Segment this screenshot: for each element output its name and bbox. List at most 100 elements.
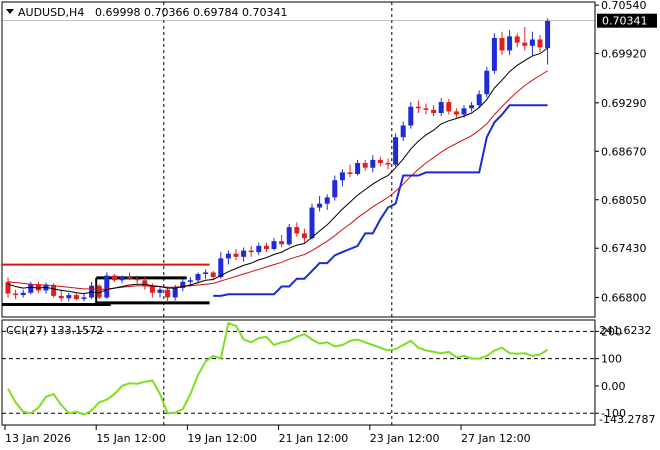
candle-body: [248, 250, 254, 253]
dropdown-triangle-icon[interactable]: [6, 9, 14, 14]
price-panel: 0.70540 0.69920 0.69290 0.68670 0.68050 0.674…: [1, 0, 657, 318]
ma-slow-line: [7, 70, 548, 291]
candle-body: [66, 295, 72, 299]
candle-body: [263, 245, 269, 249]
candle-body: [423, 108, 429, 110]
candle-body: [225, 253, 231, 259]
candle-body: [180, 281, 186, 289]
candle-body: [377, 159, 383, 164]
candle-body: [294, 227, 300, 234]
candle-body: [51, 284, 57, 296]
cci-tick-label: 100: [601, 353, 622, 366]
candle-body: [28, 284, 34, 293]
candle-body: [256, 245, 262, 253]
candle-body: [172, 288, 178, 298]
candle-body: [393, 137, 399, 165]
candle-body: [309, 207, 315, 239]
candle-body: [301, 233, 307, 239]
candle-body: [476, 94, 482, 106]
candle-body: [461, 108, 467, 115]
price-tick-label: 0.69290: [601, 97, 647, 110]
candle-body: [370, 159, 376, 168]
candle-body: [446, 102, 452, 112]
candle-body: [453, 111, 459, 115]
candle-body: [157, 289, 163, 293]
price-tick-label: 0.68670: [601, 145, 647, 158]
trailing-stop-line: [213, 104, 548, 297]
candle-body: [537, 39, 543, 48]
ma-fast-line: [7, 47, 548, 295]
candle-body: [339, 172, 345, 181]
candle-body: [13, 293, 19, 296]
candle-body: [134, 278, 140, 281]
candle-body: [408, 106, 414, 126]
price-tick-label: 0.68050: [601, 194, 647, 207]
price-tick-label: 0.67430: [601, 242, 647, 255]
candle-body: [438, 102, 444, 113]
cci-tick-label: -100: [601, 407, 626, 420]
candle-body: [195, 274, 201, 281]
candle-body: [545, 20, 551, 49]
cci-tick-label: 200: [601, 325, 622, 338]
time-tick-label: 13 Jan 2026: [5, 432, 71, 445]
candle-body: [362, 163, 368, 168]
candle-body: [210, 272, 216, 278]
svg-text:0.70341: 0.70341: [602, 15, 648, 28]
candle-body: [119, 277, 125, 281]
candle-body: [324, 197, 330, 204]
candle-body: [332, 180, 338, 198]
candle-body: [286, 227, 292, 245]
candle-body: [529, 39, 535, 46]
candle-body: [522, 42, 528, 46]
candle-body: [484, 70, 490, 95]
candle-body: [400, 125, 406, 138]
time-tick-label: 15 Jan 12:00: [96, 432, 166, 445]
candle-body: [415, 106, 421, 109]
candle-body: [469, 105, 475, 109]
candle-body: [81, 297, 87, 300]
candle-body: [58, 295, 64, 299]
cci-max-label: 241.6232: [599, 324, 652, 337]
candle-body: [35, 284, 41, 291]
candle-body: [355, 163, 361, 174]
price-tick-label: 0.70540: [601, 0, 647, 12]
candle-body: [187, 280, 193, 282]
candle-body: [104, 275, 110, 298]
candle-body: [279, 241, 285, 245]
candle-body: [218, 258, 224, 278]
candle-body: [317, 203, 323, 208]
cci-panel: 200 100 0.00 -100 CCI(27) 133.1572 241.6232…: [1, 319, 655, 426]
candle-body: [203, 272, 209, 275]
candle-body: [20, 292, 26, 296]
candle-body: [96, 285, 102, 298]
candle-body: [165, 289, 171, 298]
time-axis: 13 Jan 2026 15 Jan 12:00 19 Jan 12:00 21 Ja…: [4, 425, 531, 445]
time-tick-label: 21 Jan 12:00: [279, 432, 349, 445]
cci-label: CCI(27) 133.1572: [6, 324, 103, 337]
candle-body: [127, 277, 133, 279]
candle-body: [514, 36, 520, 43]
candle-body: [347, 172, 353, 174]
cci-tick-label: 0.00: [601, 380, 626, 393]
candle-body: [111, 275, 117, 281]
symbol-label: AUDUSD,H4: [18, 6, 84, 19]
candle-body: [271, 241, 277, 249]
chart-header: AUDUSD,H4 0.69998 0.70366 0.69784 0.7034…: [6, 6, 287, 19]
candle-body: [491, 37, 497, 71]
candle-body: [241, 250, 247, 257]
candle-body: [5, 281, 11, 294]
candle-body: [507, 36, 513, 51]
candle-body: [431, 109, 437, 113]
ohlc-values: 0.69998 0.70366 0.69784 0.70341: [95, 6, 287, 19]
candle-body: [73, 295, 79, 300]
candle-body: [142, 280, 148, 287]
candle-body: [499, 37, 505, 51]
cci-min-label: -143.2787: [599, 413, 655, 426]
price-tick-label: 0.69920: [601, 48, 647, 61]
time-tick-label: 19 Jan 12:00: [187, 432, 257, 445]
time-tick-label: 23 Jan 12:00: [370, 432, 440, 445]
candle-body: [385, 163, 391, 165]
candle-body: [149, 286, 155, 293]
last-price-marker: 0.70341: [2, 13, 657, 28]
